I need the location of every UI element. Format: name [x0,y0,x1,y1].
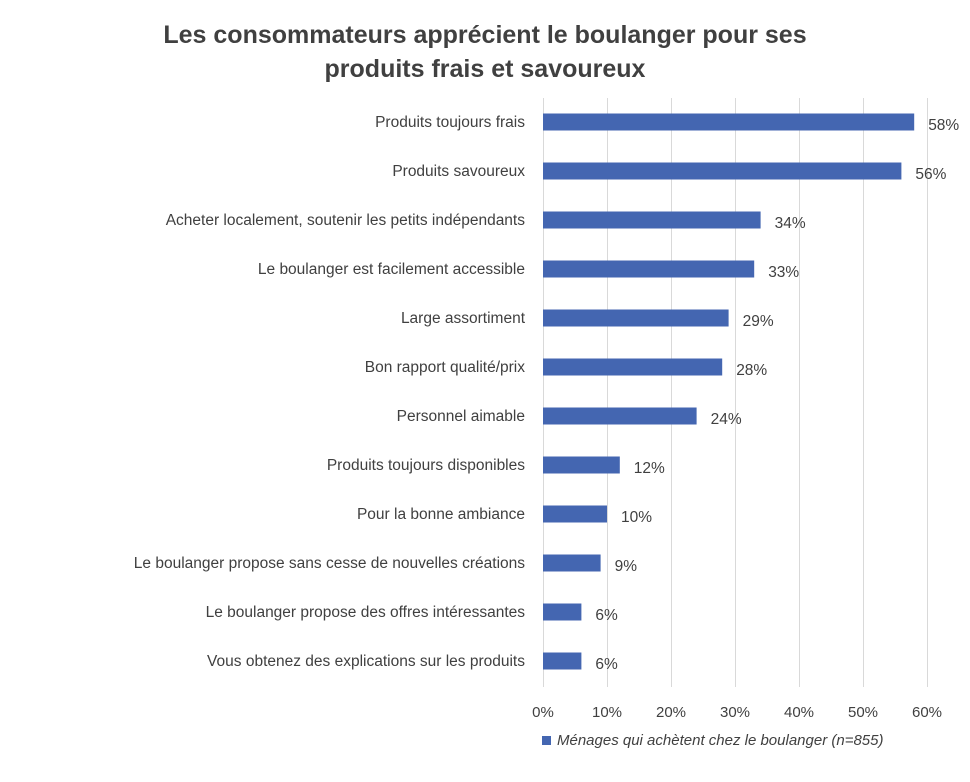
bar [543,309,729,327]
value-label: 6% [595,607,618,624]
bar [543,456,620,474]
bar [543,407,697,425]
value-label: 58% [928,117,959,134]
value-label: 24% [711,411,742,428]
bar [543,505,607,523]
value-label: 12% [634,460,665,477]
bar [543,603,582,621]
category-label: Bon rapport qualité/prix [365,359,526,376]
x-tick-label: 0% [532,704,554,721]
chart-title-line-2: produits frais et savoureux [324,55,646,83]
x-tick-label: 50% [848,704,878,721]
bar [543,162,902,180]
category-label: Personnel aimable [397,408,525,425]
category-label: Produits toujours disponibles [327,457,525,474]
value-label: 29% [743,313,774,330]
gridlines [543,98,928,687]
category-label: Produits savoureux [392,163,525,180]
category-label: Le boulanger est facilement accessible [258,261,525,278]
x-tick-label: 20% [656,704,686,721]
chart-title-line-1: Les consommateurs apprécient le boulange… [163,21,807,49]
category-label: Pour la bonne ambiance [357,506,525,523]
value-label: 9% [615,558,638,575]
category-label: Acheter localement, soutenir les petits … [166,212,526,229]
bar [543,554,601,572]
x-tick-label: 10% [592,704,622,721]
bar [543,260,755,278]
bar [543,211,761,229]
labels: 0% 10% 20% 30% 40% 50% 60% Produits toujours fr… [134,114,960,721]
x-tick-label: 60% [912,704,942,721]
bar [543,113,915,131]
value-label: 6% [595,656,618,673]
category-label: Vous obtenez des explications sur les pr… [207,653,525,670]
bar [543,358,723,376]
legend-label: Ménages qui achètent chez le boulanger (… [557,732,883,749]
bars [543,113,915,670]
bar [543,652,582,670]
category-label: Le boulanger propose des offres intéress… [206,604,526,621]
legend: Ménages qui achètent chez le boulanger (… [542,732,883,749]
category-label: Le boulanger propose sans cesse de nouve… [134,555,525,572]
legend-swatch [542,736,551,745]
chart-title: Les consommateurs apprécient le boulange… [0,18,970,86]
value-label: 33% [768,264,799,281]
value-label: 34% [775,215,806,232]
category-label: Produits toujours frais [375,114,525,131]
x-tick-label: 30% [720,704,750,721]
value-label: 28% [736,362,767,379]
category-label: Large assortiment [401,310,526,327]
value-label: 56% [915,166,946,183]
value-label: 10% [621,509,652,526]
x-tick-label: 40% [784,704,814,721]
